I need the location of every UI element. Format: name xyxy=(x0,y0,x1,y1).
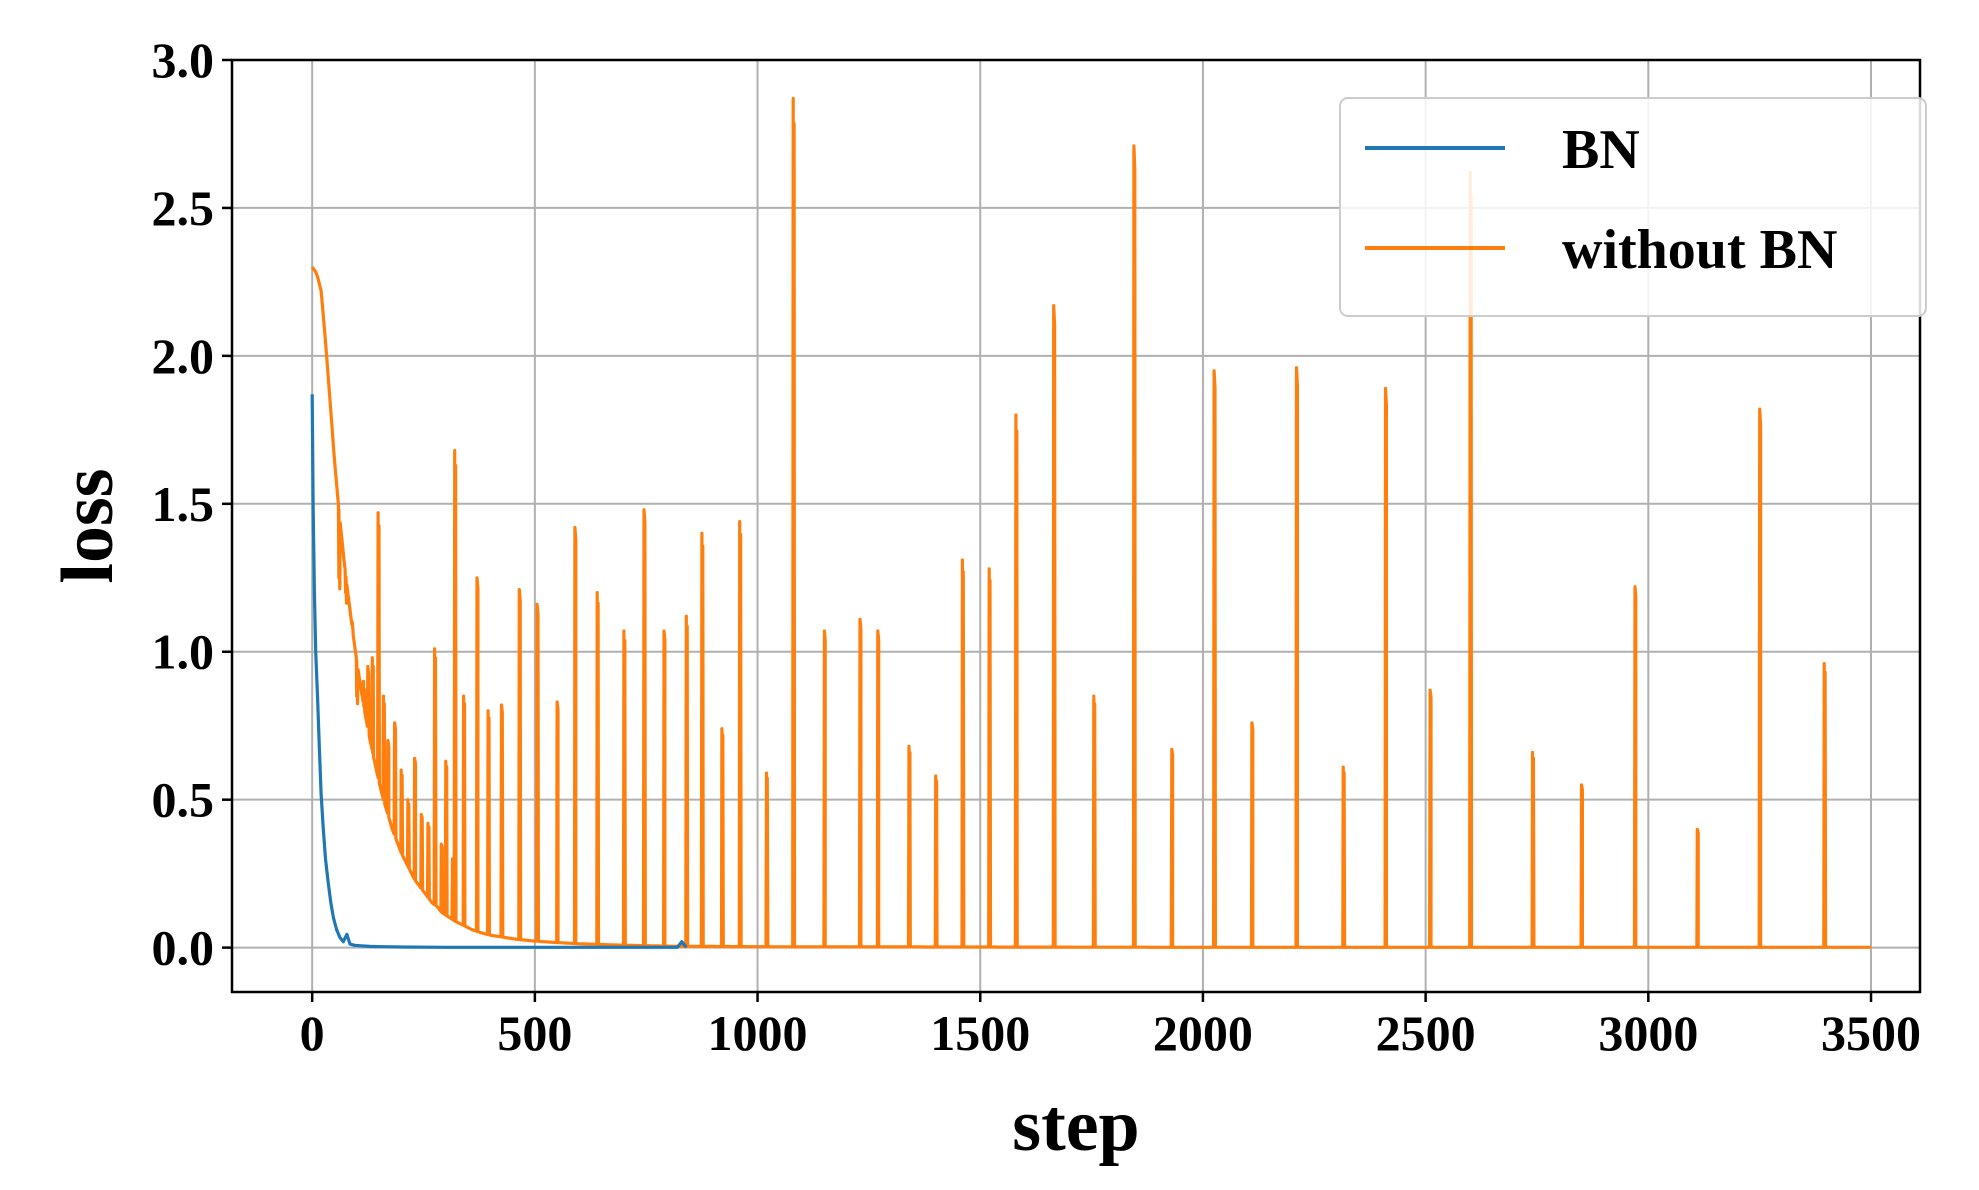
plot-area xyxy=(310,96,1871,949)
legend: BN without BN xyxy=(1339,97,1927,317)
y-axis-ticks: 0.0 0.5 1.0 1.5 2.0 2.5 3.0 xyxy=(152,32,232,976)
x-tick-label-5: 2500 xyxy=(1376,1005,1476,1061)
y-tick-label-6: 3.0 xyxy=(152,32,215,88)
series-line-bn xyxy=(310,394,688,949)
y-axis-label: loss xyxy=(47,468,129,583)
x-tick-label-7: 3500 xyxy=(1821,1005,1921,1061)
legend-label-0: BN xyxy=(1562,119,1640,181)
y-tick-label-5: 2.5 xyxy=(152,180,215,236)
x-axis-label: step xyxy=(1012,1085,1139,1167)
x-axis-ticks: 0 500 1000 1500 2000 2500 3000 3500 xyxy=(300,992,1921,1061)
legend-label-1: without BN xyxy=(1562,219,1837,281)
y-tick-label-4: 2.0 xyxy=(152,328,215,384)
x-tick-label-0: 0 xyxy=(300,1005,325,1061)
axes-frame xyxy=(230,58,1922,994)
x-tick-label-6: 3000 xyxy=(1598,1005,1698,1061)
y-tick-label-2: 1.0 xyxy=(152,624,215,680)
x-tick-label-1: 500 xyxy=(497,1005,572,1061)
series-line-without-bn xyxy=(310,96,1871,949)
y-tick-label-0: 0.0 xyxy=(152,920,215,976)
x-tick-label-4: 2000 xyxy=(1153,1005,1253,1061)
legend-box xyxy=(1339,97,1927,317)
y-tick-label-3: 1.5 xyxy=(152,476,215,532)
x-tick-label-3: 1500 xyxy=(930,1005,1030,1061)
y-tick-label-1: 0.5 xyxy=(152,772,215,828)
x-tick-label-2: 1000 xyxy=(708,1005,808,1061)
